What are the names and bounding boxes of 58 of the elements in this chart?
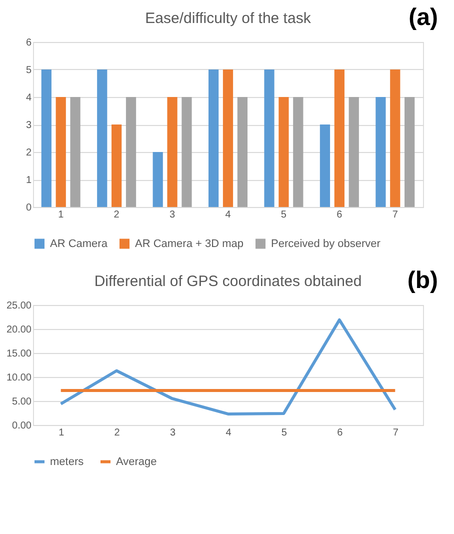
y-tick-label: 20.00	[6, 324, 32, 336]
x-tick-label: 3	[170, 428, 176, 438]
bar	[152, 152, 163, 207]
bar	[264, 70, 274, 207]
bar	[334, 70, 344, 207]
chart-title: Differential of GPS coordinates obtained	[94, 273, 362, 290]
x-tick-label: 4	[226, 428, 232, 438]
text: (b)	[407, 267, 438, 294]
x-tick-label: 2	[114, 210, 120, 220]
text: (a)	[408, 4, 438, 31]
bar	[182, 97, 192, 207]
y-tick-label: 0	[26, 202, 32, 214]
bar	[348, 97, 359, 207]
x-tick-label: 2	[114, 428, 120, 438]
y-tick-label: 1	[26, 175, 32, 186]
x-tick-label: 7	[392, 210, 398, 220]
y-tick-label: 25.00	[6, 300, 32, 312]
legend-label: Average	[116, 456, 157, 468]
y-tick-label: 10.00	[6, 372, 32, 384]
y-tick-label: 6	[26, 38, 32, 48]
y-tick-label: 0.00	[12, 420, 32, 432]
bar	[56, 97, 66, 207]
bar	[222, 70, 234, 207]
bar	[278, 97, 289, 207]
x-tick-label: 7	[392, 428, 399, 438]
y-tick-label: 4	[26, 92, 32, 104]
bar	[167, 97, 178, 207]
bar	[390, 70, 400, 207]
y-tick-label: 5	[26, 65, 32, 76]
legend-label: Perceived by observer	[271, 238, 381, 250]
bar	[404, 97, 415, 207]
bar	[112, 124, 122, 207]
chart-title: Ease/difficulty of the task	[145, 10, 312, 27]
y-tick-label: 2	[26, 148, 32, 158]
x-tick-label: 6	[337, 428, 344, 438]
bar	[126, 97, 136, 207]
legend-label: AR Camera	[50, 238, 108, 250]
bar	[208, 70, 219, 207]
bar	[376, 97, 386, 207]
x-tick-label: 1	[58, 428, 65, 438]
legend-label: meters	[50, 456, 84, 468]
y-tick-label: 15.00	[6, 348, 32, 360]
legend-label: AR Camera + 3D map	[135, 238, 244, 250]
x-tick-label: 4	[225, 210, 232, 220]
bar	[70, 97, 80, 207]
x-tick-label: 3	[170, 210, 176, 220]
bar	[237, 97, 248, 207]
line-series	[59, 318, 397, 416]
x-tick-label: 5	[281, 428, 288, 438]
bar	[41, 70, 52, 207]
x-tick-label: 1	[58, 210, 64, 220]
x-tick-label: 5	[280, 210, 287, 220]
y-tick-label: 3	[26, 120, 32, 131]
bar	[97, 70, 108, 207]
bar	[320, 124, 330, 207]
y-tick-label: 5.00	[12, 396, 32, 408]
bar	[293, 97, 304, 207]
x-tick-label: 6	[336, 210, 343, 220]
